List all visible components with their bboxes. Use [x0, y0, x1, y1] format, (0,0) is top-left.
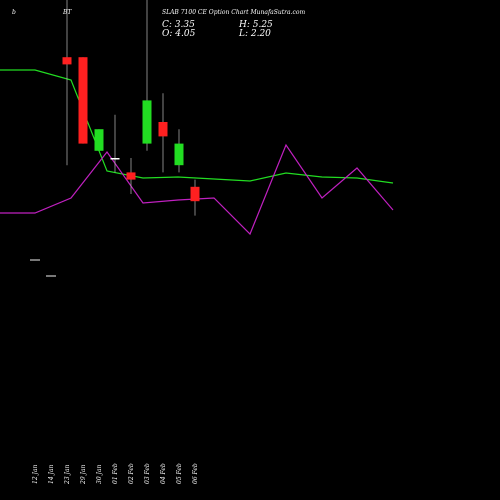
x-tick-label: 06 Feb	[192, 463, 199, 484]
candles	[30, 0, 200, 277]
x-axis-labels: 12 Jan 14 Jan 23 Jan 29 Jan 30 Jan 01 Feb 02 F…	[32, 463, 199, 485]
indicator-line-1	[0, 69, 394, 184]
candle-9	[158, 93, 168, 173]
candle-11	[190, 179, 200, 216]
candle-5	[94, 129, 104, 151]
x-tick-label: 23 Jan	[64, 464, 71, 485]
x-tick-label: 05 Feb	[176, 463, 183, 484]
candle-4	[78, 57, 88, 144]
x-tick-label: 14 Jan	[48, 464, 55, 484]
open-value: O: 4.05	[162, 29, 196, 39]
x-tick-label: 01 Feb	[112, 463, 119, 484]
high-value: H: 5.25	[239, 20, 273, 30]
candle-7	[126, 158, 136, 194]
x-tick-label: 03 Feb	[144, 463, 151, 484]
candle-10	[174, 129, 184, 173]
x-tick-label: 29 Jan	[80, 464, 87, 485]
x-tick-label: 02 Feb	[128, 463, 135, 484]
low-value: L: 2.20	[239, 29, 271, 39]
x-tick-label: 30 Jan	[96, 464, 103, 484]
chart-title: SLAB 7100 CE Option Chart MunafaSutra.co…	[162, 9, 306, 16]
x-tick-label: 04 Feb	[160, 463, 167, 484]
candle-8	[142, 0, 152, 151]
candle-6	[110, 114, 120, 173]
close-value: C: 3.35	[162, 20, 195, 30]
x-tick-label: 12 Jan	[32, 464, 39, 484]
candle-3	[62, 0, 72, 166]
header-letter: b	[12, 9, 16, 16]
indicator-lines	[0, 69, 394, 236]
